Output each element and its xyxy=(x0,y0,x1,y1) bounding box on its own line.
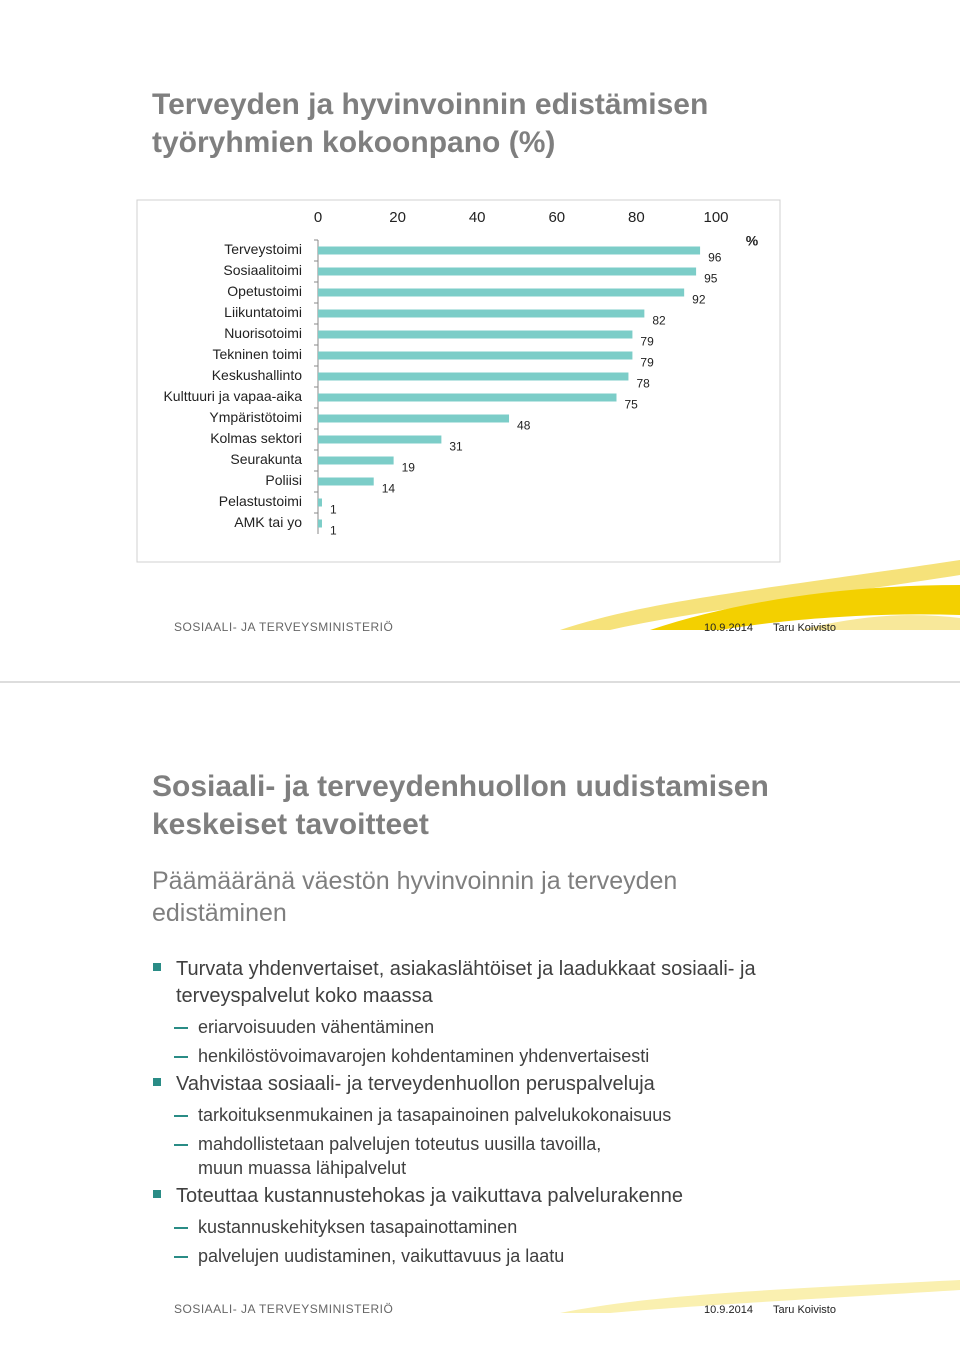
sub-bullet: eriarvoisuuden vähentäminen xyxy=(152,1015,942,1039)
footer-logo: SOSIAALI- JA TERVEYSMINISTERIÖ xyxy=(174,620,394,634)
y-tick-label: Sosiaalitoimi xyxy=(223,262,302,278)
y-tick-label: Poliisi xyxy=(265,472,302,488)
footer-author: Taru Koivisto xyxy=(773,1304,836,1316)
y-tick-label: Kolmas sektori xyxy=(210,430,302,446)
y-tick-label: Pelastustoimi xyxy=(219,493,302,509)
value-label: 78 xyxy=(636,377,650,391)
y-tick-label: Terveystoimi xyxy=(224,241,302,257)
y-tick-label: AMK tai yo xyxy=(234,514,302,530)
y-tick-label: Kulttuuri ja vapaa-aika xyxy=(163,388,302,404)
slide-title: Terveyden ja hyvinvoinnin edistämisen ty… xyxy=(152,88,709,159)
bullet: Turvata yhdenvertaiset, asiakaslähtöiset… xyxy=(152,956,942,1010)
bar xyxy=(318,288,685,297)
footer-date: 10.9.2014 xyxy=(704,1304,753,1316)
bar xyxy=(318,435,442,444)
bar xyxy=(318,393,617,402)
value-label: 31 xyxy=(449,440,463,454)
value-label: 1 xyxy=(330,503,337,517)
bar xyxy=(318,309,645,318)
x-tick-label: 0 xyxy=(314,209,322,226)
value-label: 82 xyxy=(652,314,666,328)
x-tick-label: 60 xyxy=(548,209,565,226)
y-tick-label: Nuorisotoimi xyxy=(224,325,302,341)
value-label: 1 xyxy=(330,524,337,538)
y-tick-label: Liikuntatoimi xyxy=(224,304,302,320)
bar xyxy=(318,351,633,360)
swoosh xyxy=(560,560,960,630)
y-tick-label: Opetustoimi xyxy=(227,283,302,299)
swoosh xyxy=(800,615,960,630)
bullet: Vahvistaa sosiaali- ja terveydenhuollon … xyxy=(152,1071,942,1098)
bullet: Toteuttaa kustannustehokas ja vaikuttava… xyxy=(152,1183,942,1210)
value-label: 79 xyxy=(640,335,654,349)
value-label: 95 xyxy=(704,272,718,286)
footer-author: Taru Koivisto xyxy=(773,622,836,634)
sub-bullet: tarkoituksenmukainen ja tasapainoinen pa… xyxy=(152,1103,942,1127)
swoosh xyxy=(560,1280,960,1313)
footer-logo: SOSIAALI- JA TERVEYSMINISTERIÖ xyxy=(174,1302,394,1316)
x-tick-label: 80 xyxy=(628,209,645,226)
x-axis-label: % xyxy=(746,233,759,249)
sub-bullet: kustannuskehityksen tasapainottaminen xyxy=(152,1215,942,1239)
value-label: 48 xyxy=(517,419,531,433)
value-label: 19 xyxy=(402,461,416,475)
value-label: 75 xyxy=(625,398,639,412)
y-tick-label: Ympäristötoimi xyxy=(209,409,302,425)
value-label: 14 xyxy=(382,482,396,496)
value-label: 79 xyxy=(640,356,654,370)
x-tick-label: 20 xyxy=(389,209,406,226)
sub-bullet: henkilöstövoimavarojen kohdentaminen yhd… xyxy=(152,1044,942,1068)
bar xyxy=(318,246,701,255)
sub-bullet: mahdollistetaan palvelujen toteutus uusi… xyxy=(152,1132,942,1180)
bar xyxy=(318,519,322,528)
value-label: 96 xyxy=(708,251,722,265)
sub-bullet: palvelujen uudistaminen, vaikuttavuus ja… xyxy=(152,1244,942,1268)
footer-date: 10.9.2014 xyxy=(704,622,753,634)
x-tick-label: 100 xyxy=(703,209,728,226)
y-tick-label: Keskushallinto xyxy=(212,367,302,383)
bar xyxy=(318,267,697,276)
bar xyxy=(318,330,633,339)
bar xyxy=(318,477,374,486)
slide-subtitle: Päämääränä väestön hyvinvoinnin ja terve… xyxy=(152,867,678,927)
slide-title: Sosiaali- ja terveydenhuollon uudistamis… xyxy=(152,770,769,841)
x-tick-label: 40 xyxy=(469,209,486,226)
bar xyxy=(318,456,394,465)
bar xyxy=(318,414,510,423)
bullet-list: Turvata yhdenvertaiset, asiakaslähtöiset… xyxy=(152,953,942,1268)
chart-frame xyxy=(136,199,781,563)
swoosh xyxy=(650,585,960,630)
bar xyxy=(318,372,629,381)
y-tick-label: Tekninen toimi xyxy=(213,346,303,362)
y-tick-label: Seurakunta xyxy=(230,451,302,467)
value-label: 92 xyxy=(692,293,706,307)
bar xyxy=(318,498,322,507)
